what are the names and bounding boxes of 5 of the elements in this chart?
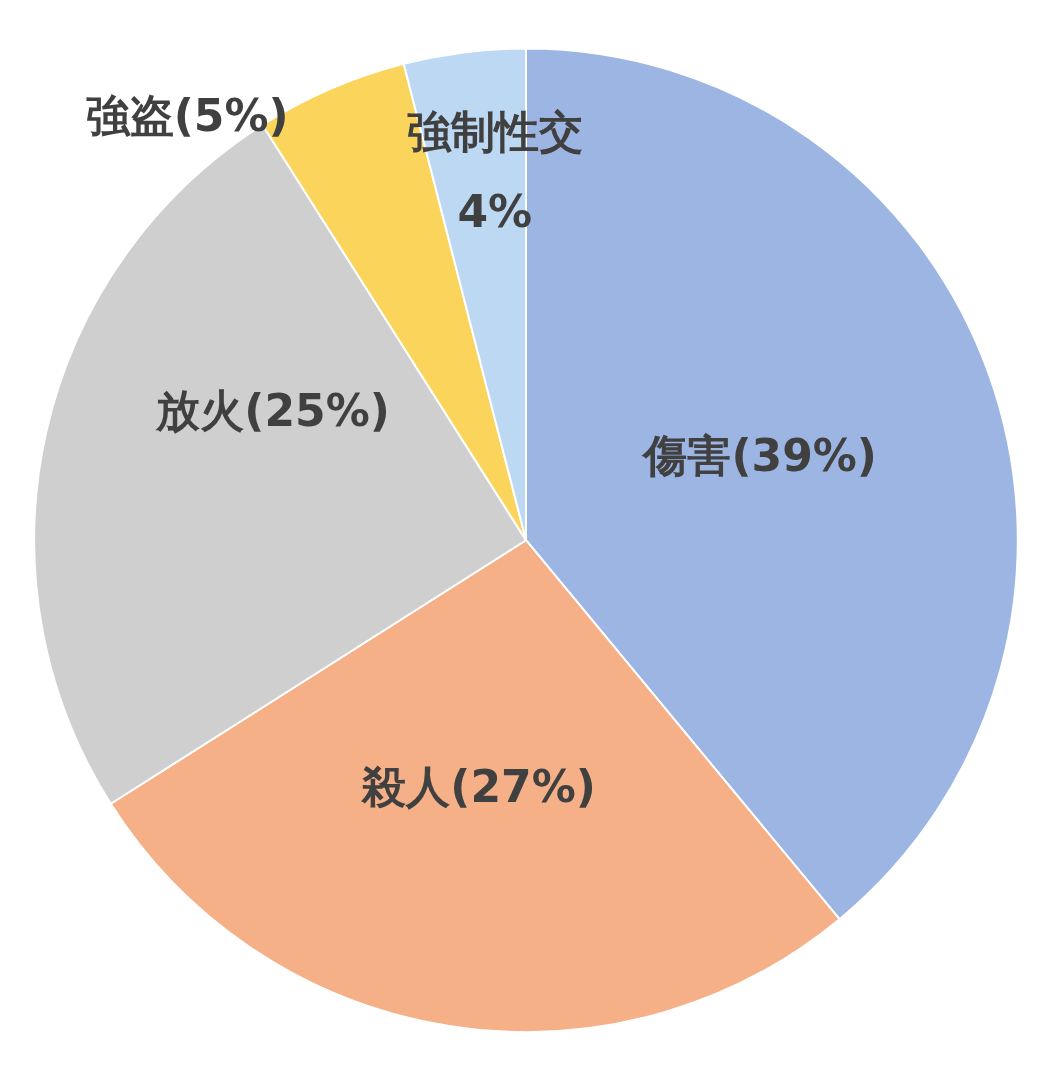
slice-label: 強盗(5%) <box>85 90 289 142</box>
slice-label: 放火(25%) <box>155 385 390 437</box>
slice-label: 傷害(39%) <box>641 430 877 482</box>
data-label: 4% <box>457 185 533 237</box>
slice-label: 殺人(27%) <box>361 760 596 812</box>
